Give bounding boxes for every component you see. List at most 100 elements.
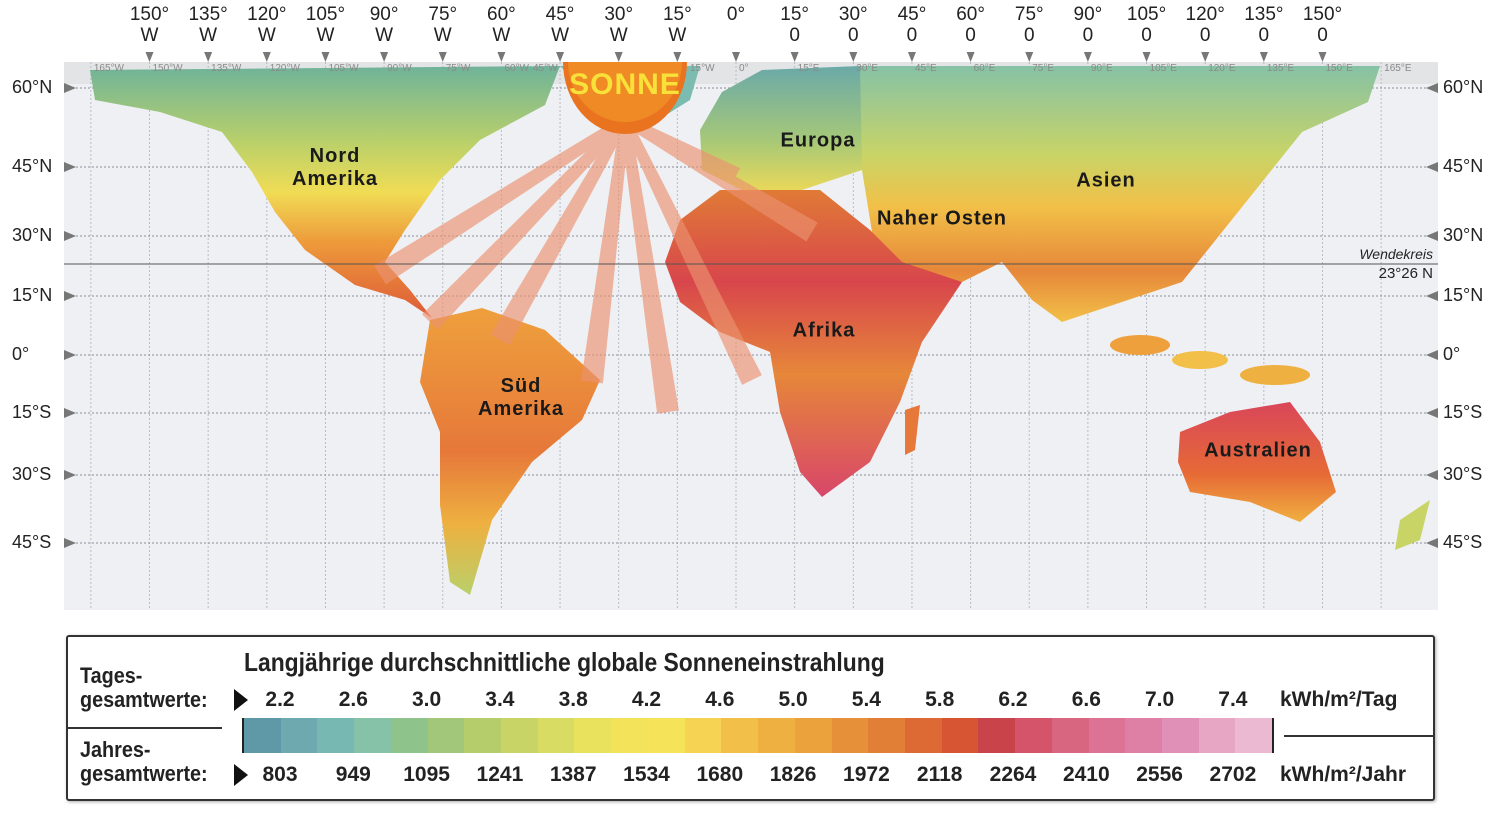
legend: Langjährige durchschnittliche globale So… <box>66 635 1435 801</box>
color-swatch <box>647 718 685 753</box>
lat-arrow-icon <box>64 470 76 480</box>
inner-longitude-label: 105°E <box>1149 63 1177 74</box>
longitude-label: 60° 0 <box>956 4 985 46</box>
lat-arrow-icon <box>1426 470 1438 480</box>
yearly-value: 949 <box>335 763 371 786</box>
island <box>1240 365 1310 385</box>
yearly-unit: kWh/m²/Jahr <box>1280 763 1407 786</box>
longitude-label: 105° W <box>305 4 346 46</box>
tropic-name: Wendekreis <box>1359 246 1433 262</box>
lon-arrow-icon <box>849 52 858 62</box>
yearly-label: Jahres-gesamtwerte: <box>80 737 208 786</box>
inner-longitude-label: 105°W <box>328 63 359 74</box>
lon-arrow-icon <box>1318 52 1327 62</box>
color-swatch <box>464 718 502 753</box>
island <box>1110 335 1170 355</box>
color-swatch <box>758 718 795 753</box>
longitude-label: 105° 0 <box>1126 4 1167 46</box>
latitude-label-left: 30°S <box>12 464 52 484</box>
region-middle-east: Naher Osten <box>877 207 1007 230</box>
africa <box>665 190 962 497</box>
sun-rays <box>374 115 818 414</box>
longitude-label: 15° W <box>662 4 692 46</box>
lon-arrow-icon <box>732 52 740 62</box>
lat-arrow-icon <box>1426 408 1438 418</box>
daily-value: 3.4 <box>485 688 515 711</box>
inner-longitude-label: 120°E <box>1208 63 1236 74</box>
lon-arrow-icon <box>145 52 154 62</box>
color-swatch <box>1088 718 1126 753</box>
longitude-label: 60° W <box>487 4 516 46</box>
region-north-america: Nord Amerika <box>292 145 378 190</box>
inner-longitude-label: 90°E <box>1090 63 1113 74</box>
lon-arrow-icon <box>1259 52 1268 62</box>
color-swatch <box>978 718 1016 753</box>
lat-arrow-icon <box>64 231 76 241</box>
madagascar <box>905 405 920 455</box>
longitude-label: 150° 0 <box>1302 4 1343 46</box>
longitude-label: 75° 0 <box>1014 4 1044 46</box>
inner-longitude-label: 135°W <box>211 63 242 74</box>
lon-arrow-icon <box>907 52 916 62</box>
color-swatch <box>1015 718 1052 753</box>
color-swatch <box>611 718 648 753</box>
longitude-label: 120° W <box>247 4 287 46</box>
yearly-value: 1387 <box>549 763 597 786</box>
yearly-arrow-icon <box>234 764 248 786</box>
sun-ray <box>622 115 741 188</box>
color-swatch <box>904 718 942 753</box>
daily-value: 3.8 <box>558 688 588 711</box>
inner-longitude-label: 75°W <box>445 63 471 74</box>
lon-arrow-icon <box>614 52 623 62</box>
daily-value: 4.2 <box>631 688 662 711</box>
north-america <box>90 66 560 318</box>
sun-ray <box>581 119 630 384</box>
legend-divider-left <box>68 727 222 729</box>
inner-longitude-label: 165°W <box>93 63 124 74</box>
color-swatch <box>794 718 832 753</box>
longitude-label: 30° W <box>604 4 634 46</box>
latitude-label-left: 45°N <box>12 156 53 176</box>
region-asia: Asien <box>1076 169 1136 192</box>
lon-arrow-icon <box>1083 52 1092 62</box>
lon-arrow-icon <box>790 52 799 62</box>
color-swatch <box>721 718 759 753</box>
inner-longitude-label: 75°E <box>1032 63 1055 74</box>
lat-arrow-icon <box>1426 350 1438 360</box>
lon-arrow-icon <box>966 52 975 62</box>
lon-arrow-icon <box>673 52 682 62</box>
color-swatch <box>317 718 355 753</box>
lon-arrow-icon <box>262 52 271 62</box>
daily-value: 7.0 <box>1144 688 1175 711</box>
yearly-value: 1241 <box>476 763 524 786</box>
inner-longitude-label: 30°E <box>856 63 879 74</box>
sun-ray <box>374 115 628 285</box>
daily-value: 6.6 <box>1071 688 1101 711</box>
island <box>1172 351 1228 369</box>
inner-longitude-label: 45°W <box>533 63 558 74</box>
daily-label: Tages-gesamtwerte: <box>80 663 208 712</box>
lon-arrow-icon <box>1142 52 1151 62</box>
lat-arrow-icon <box>64 350 76 360</box>
daily-value: 5.8 <box>925 688 955 711</box>
daily-arrow-icon <box>234 689 248 711</box>
inner-longitude-label: 0° <box>739 63 749 74</box>
longitude-label: 45° W <box>545 4 575 46</box>
latitude-label-right: 30°N <box>1443 225 1484 245</box>
color-swatch <box>1125 718 1162 753</box>
lat-arrow-icon <box>1426 231 1438 241</box>
lat-arrow-icon <box>64 162 76 172</box>
region-africa: Afrika <box>792 319 856 342</box>
color-swatch <box>1051 718 1089 753</box>
longitude-label: 75° W <box>428 4 458 46</box>
sun <box>563 62 687 134</box>
latitude-label-left: 30°N <box>12 225 53 245</box>
longitude-label: 135° 0 <box>1244 4 1284 46</box>
longitude-label: 0° <box>726 4 746 25</box>
longitude-label: 90° 0 <box>1073 4 1103 46</box>
yearly-value: 1826 <box>769 763 817 786</box>
color-swatch <box>427 718 465 753</box>
lon-arrow-icon <box>380 52 389 62</box>
color-swatch <box>1198 718 1236 753</box>
region-south-america: Süd Amerika <box>478 375 564 420</box>
